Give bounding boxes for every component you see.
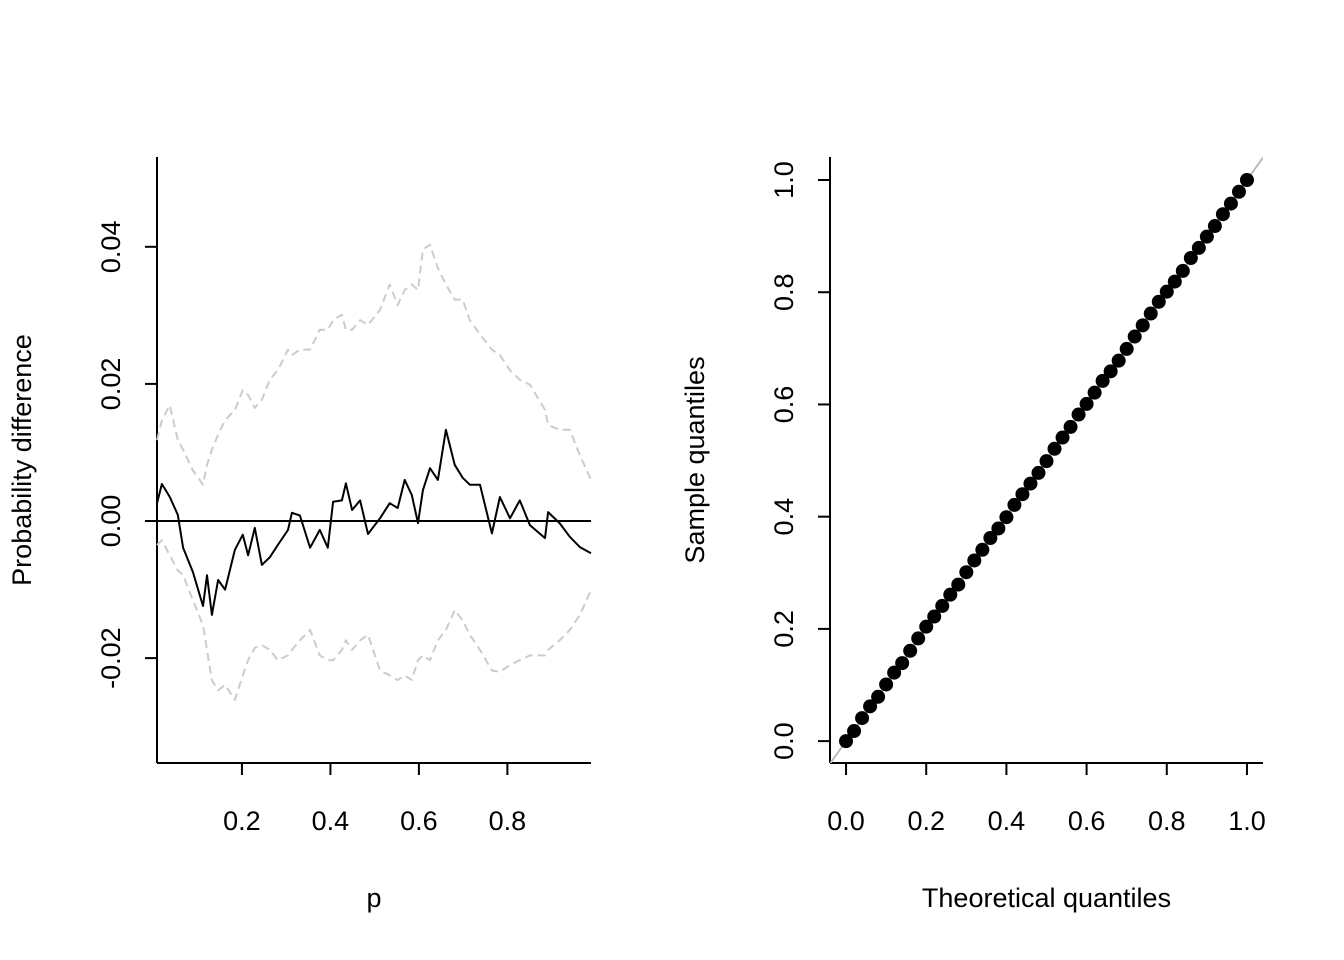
series-line: [156, 539, 592, 701]
point: [1239, 173, 1254, 188]
point: [1191, 240, 1206, 255]
point: [999, 510, 1014, 525]
point: [959, 565, 974, 580]
x-axis-title: Theoretical quantiles: [922, 883, 1171, 913]
x-tick-label: 0.2: [223, 806, 261, 836]
x-tick-label: 0.4: [988, 806, 1026, 836]
point: [1111, 353, 1126, 368]
x-tick-label: 0.4: [312, 806, 350, 836]
point: [855, 711, 870, 726]
point: [1047, 441, 1062, 456]
point: [1183, 251, 1198, 265]
point: [863, 699, 878, 714]
point: [1055, 430, 1070, 445]
point: [919, 619, 934, 634]
point: [1007, 497, 1022, 512]
y-tick-label: 0.2: [769, 610, 799, 648]
point: [1095, 373, 1110, 388]
point: [1031, 465, 1046, 480]
point: [991, 521, 1006, 536]
point: [975, 542, 990, 557]
x-tick-label: 0.8: [1148, 806, 1186, 836]
point: [935, 598, 950, 613]
point: [1063, 419, 1078, 434]
point: [927, 609, 942, 624]
point: [903, 643, 918, 658]
point: [1143, 306, 1158, 321]
point: [1103, 364, 1118, 379]
point: [879, 677, 894, 692]
y-axis-title: Probability difference: [7, 334, 37, 586]
y-tick-label: -0.02: [96, 627, 126, 689]
y-tick-label: 0.4: [769, 498, 799, 536]
point: [967, 553, 982, 568]
point: [1039, 454, 1054, 469]
point: [1231, 184, 1246, 199]
y-tick-label: 0.6: [769, 386, 799, 424]
x-tick-label: 0.2: [907, 806, 945, 836]
x-tick-label: 0.8: [489, 806, 527, 836]
point: [951, 577, 966, 592]
point: [1215, 207, 1230, 222]
point: [1127, 329, 1142, 344]
point: [1223, 196, 1238, 211]
x-tick-label: 1.0: [1228, 806, 1266, 836]
point: [943, 587, 958, 602]
y-tick-label: 0.02: [96, 358, 126, 411]
point: [911, 631, 926, 646]
x-axis-title: p: [366, 883, 381, 913]
series-line: [156, 243, 592, 486]
point: [871, 689, 886, 704]
series-line: [156, 428, 592, 616]
point: [895, 656, 910, 671]
x-tick-label: 0.6: [1068, 806, 1106, 836]
point: [1151, 294, 1166, 309]
y-tick-label: 0.00: [96, 495, 126, 548]
point: [1175, 263, 1190, 278]
point: [1167, 274, 1182, 289]
point: [847, 724, 862, 739]
point: [1207, 219, 1222, 234]
point: [1159, 284, 1174, 299]
y-axis-title: Sample quantiles: [680, 356, 710, 563]
point: [1071, 407, 1086, 422]
y-tick-label: 1.0: [769, 161, 799, 199]
point: [983, 530, 998, 545]
x-tick-label: 0.6: [400, 806, 438, 836]
point: [839, 734, 854, 749]
point: [1199, 229, 1214, 244]
point: [1015, 487, 1030, 502]
y-tick-label: 0.04: [96, 221, 126, 274]
point: [1023, 476, 1038, 491]
y-tick-label: 0.8: [769, 273, 799, 311]
point: [1135, 318, 1150, 333]
point: [887, 665, 902, 680]
point: [1087, 385, 1102, 400]
point: [1079, 396, 1094, 411]
y-tick-label: 0.0: [769, 722, 799, 760]
plot-area: [830, 157, 1263, 763]
x-tick-label: 0.0: [827, 806, 865, 836]
point: [1119, 341, 1134, 356]
